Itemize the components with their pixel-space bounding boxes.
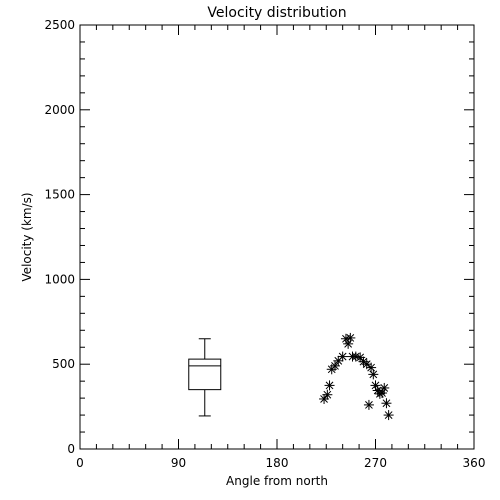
x-tick-label: 0 xyxy=(76,456,84,470)
y-tick-label: 1500 xyxy=(44,188,75,202)
x-axis-label: Angle from north xyxy=(226,474,328,488)
y-axis-label: Velocity (km/s) xyxy=(20,192,34,281)
x-tick-label: 360 xyxy=(463,456,486,470)
y-tick-label: 500 xyxy=(52,357,75,371)
data-point xyxy=(322,389,333,400)
data-point xyxy=(324,380,335,391)
data-point xyxy=(383,410,394,421)
x-tick-label: 180 xyxy=(266,456,289,470)
data-point xyxy=(368,369,379,380)
y-tick-label: 2500 xyxy=(44,18,75,32)
data-point xyxy=(330,360,341,371)
x-tick-label: 90 xyxy=(171,456,186,470)
data-point xyxy=(363,399,374,410)
x-tick-label: 270 xyxy=(364,456,387,470)
data-point xyxy=(381,398,392,409)
data-point xyxy=(379,382,390,393)
data-point xyxy=(337,351,348,362)
y-tick-label: 1000 xyxy=(44,272,75,286)
chart-title: Velocity distribution xyxy=(207,5,346,21)
data-point xyxy=(345,332,356,343)
data-point xyxy=(319,393,330,404)
y-tick-label: 2000 xyxy=(44,103,75,117)
y-tick-label: 0 xyxy=(67,442,75,456)
data-point xyxy=(366,362,377,373)
